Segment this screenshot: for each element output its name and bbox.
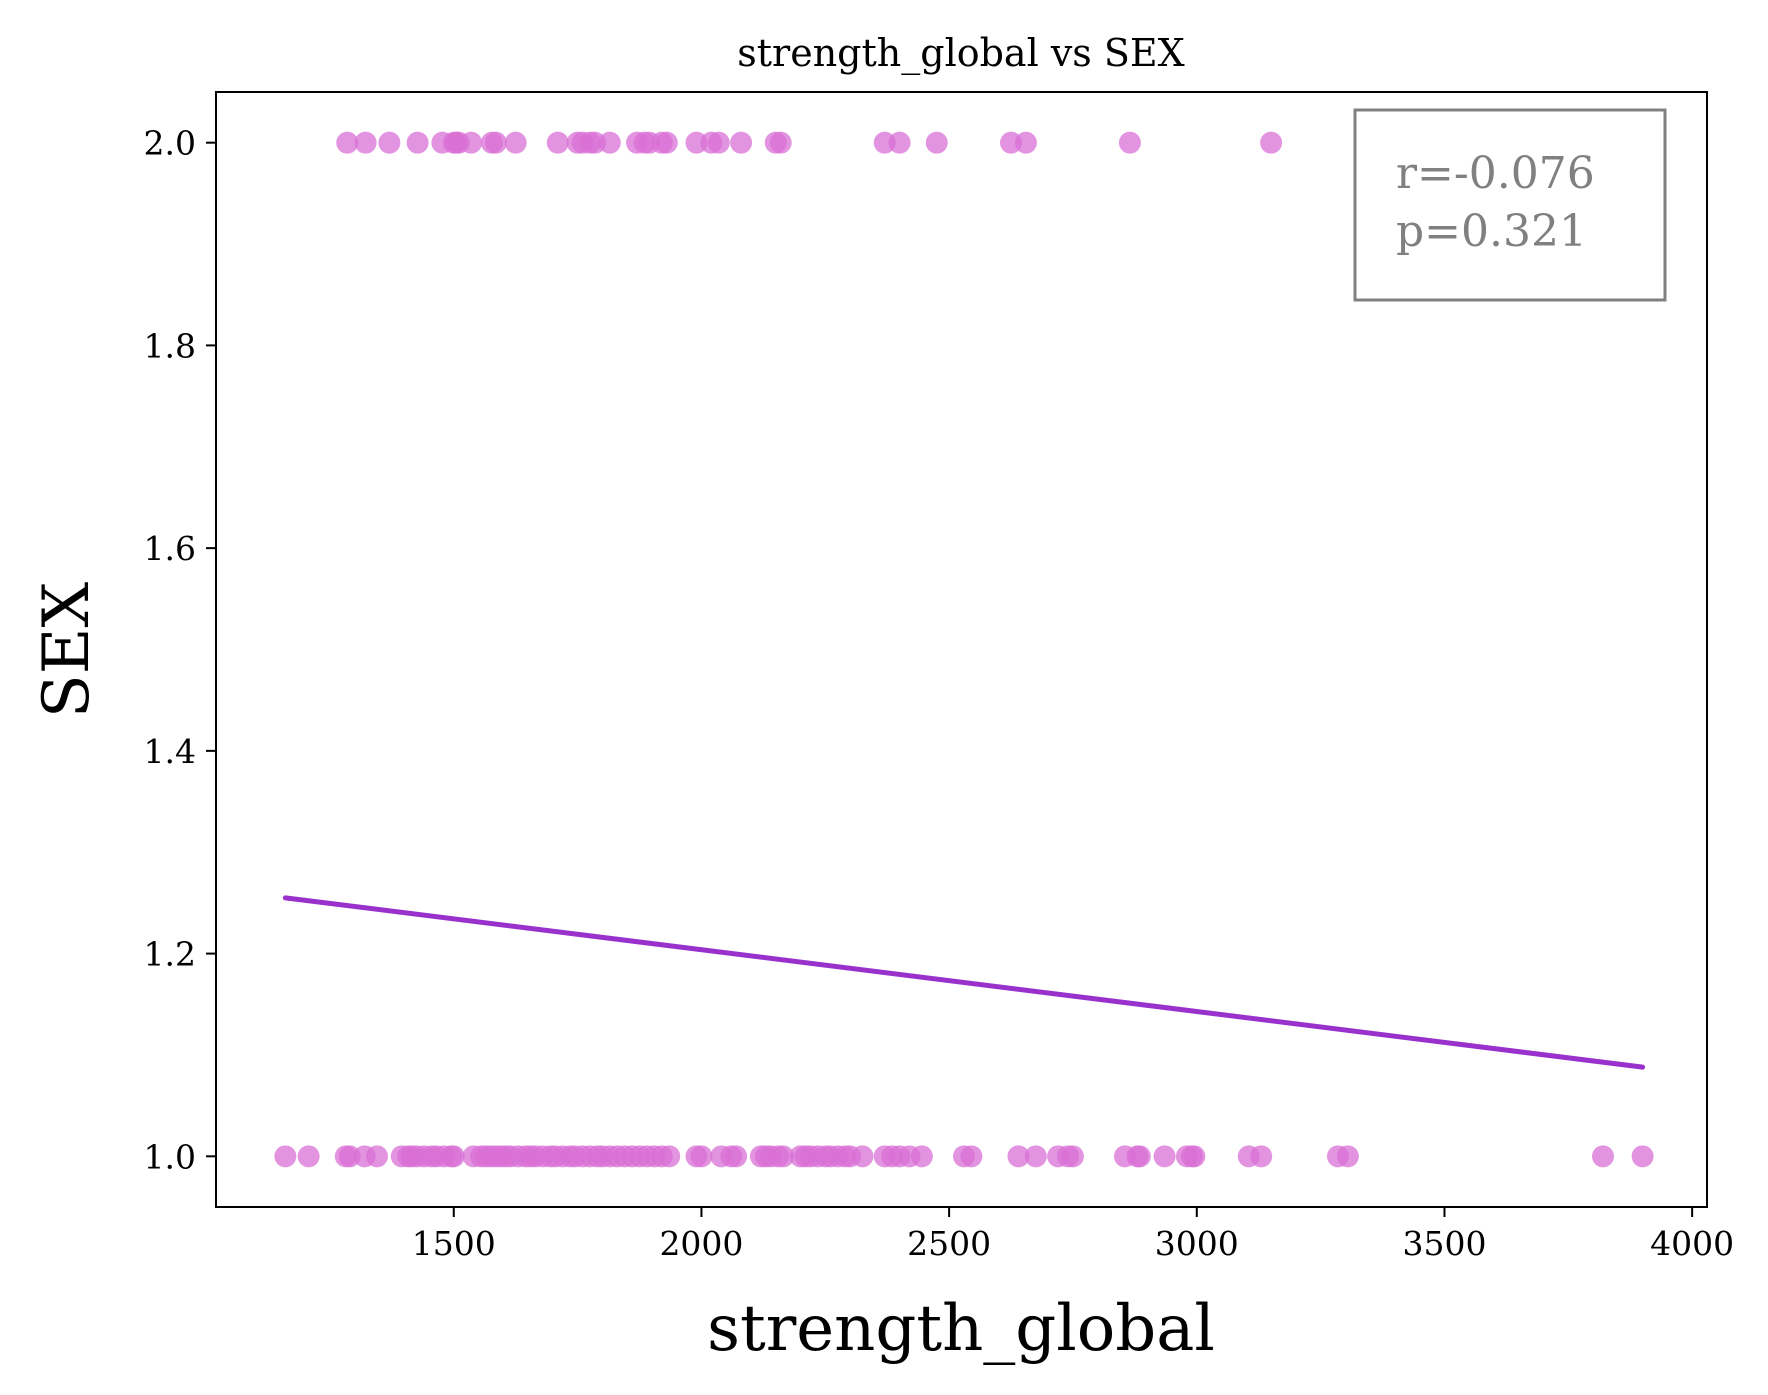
data-point: [1128, 1145, 1151, 1168]
x-axis-label: strength_global: [707, 1292, 1215, 1366]
data-point: [1024, 1145, 1047, 1168]
data-point: [910, 1145, 933, 1168]
data-point: [546, 131, 569, 154]
data-point: [378, 131, 401, 154]
data-point: [658, 1145, 681, 1168]
x-tick-label: 3500: [1402, 1224, 1486, 1263]
data-point: [769, 131, 792, 154]
y-tick-label: 1.6: [144, 529, 196, 568]
regression-layer: [282, 895, 1646, 1070]
x-tick-label: 2000: [659, 1224, 743, 1263]
data-point: [730, 131, 753, 154]
data-point: [598, 131, 621, 154]
data-point: [925, 131, 948, 154]
x-tick-label: 2500: [907, 1224, 991, 1263]
axes-layer: 1500 2000 2500 3000 3500 4000 1.0 1.2 1.4 1.6 1.8 2…: [144, 124, 1735, 1263]
data-point: [707, 131, 730, 154]
data-point: [1591, 1145, 1614, 1168]
y-tick-label: 1.2: [144, 935, 196, 974]
data-point: [484, 131, 507, 154]
regression-line: [282, 895, 1646, 1070]
y-tick-label: 1.8: [144, 326, 196, 365]
data-point: [1183, 1145, 1206, 1168]
stats-annotation-box: [1353, 108, 1667, 302]
data-point: [772, 1145, 795, 1168]
data-point: [1250, 1145, 1273, 1168]
data-point: [406, 131, 429, 154]
data-point: [1153, 1145, 1176, 1168]
data-point: [1118, 131, 1141, 154]
data-point: [690, 1145, 713, 1168]
x-tick-label: 1500: [412, 1224, 496, 1263]
stats-p-value: p=0.321: [1396, 206, 1587, 257]
data-point: [960, 1145, 983, 1168]
y-tick-label: 1.4: [144, 732, 196, 771]
stats-r-value: r=-0.076: [1396, 148, 1595, 199]
stats-annotation: r=-0.076 p=0.321: [1353, 108, 1667, 302]
data-point: [274, 1145, 297, 1168]
data-point: [336, 131, 359, 154]
data-point: [1631, 1145, 1654, 1168]
data-point: [1061, 1145, 1084, 1168]
data-point: [1014, 131, 1037, 154]
x-tick-label: 4000: [1650, 1224, 1734, 1263]
data-point: [888, 131, 911, 154]
data-point: [1007, 1145, 1030, 1168]
data-point: [365, 1145, 388, 1168]
data-point: [725, 1145, 748, 1168]
data-point: [655, 131, 678, 154]
data-point: [504, 131, 527, 154]
data-point: [1336, 1145, 1359, 1168]
plot-frame: [215, 91, 1708, 1208]
data-point: [442, 1145, 465, 1168]
data-point: [1260, 131, 1283, 154]
chart-title: strength_global vs SEX: [737, 31, 1184, 76]
points-layer: [274, 131, 1654, 1168]
y-tick-label: 2.0: [144, 124, 196, 163]
data-point: [851, 1145, 874, 1168]
data-point: [297, 1145, 320, 1168]
data-point: [460, 131, 483, 154]
x-tick-label: 3000: [1155, 1224, 1239, 1263]
data-point: [354, 131, 377, 154]
y-axis-label: SEX: [30, 582, 104, 719]
y-tick-label: 1.0: [144, 1137, 196, 1176]
